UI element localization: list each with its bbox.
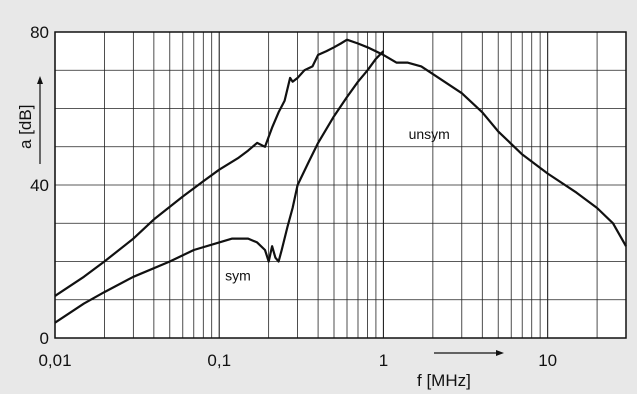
series-line-sym [54, 50, 385, 324]
y-axis-arrow [37, 76, 43, 164]
series-label: sym [225, 268, 251, 284]
series-labels: unsym sym [225, 126, 450, 284]
y-tick-label: 80 [30, 23, 49, 42]
plot-frame [54, 31, 627, 339]
x-tick-labels: 0,01 0,1 1 10 [38, 351, 557, 370]
x-axis-label: f [MHz] [417, 371, 471, 390]
y-tick-labels: 0 40 80 [30, 23, 49, 348]
x-axis-arrow [434, 350, 504, 356]
x-tick-label: 1 [379, 351, 388, 370]
y-axis-label: a [dB] [16, 105, 35, 149]
y-tick-label: 0 [40, 329, 49, 348]
x-tick-label: 0,1 [207, 351, 231, 370]
x-tick-label: 10 [538, 351, 557, 370]
series-layer [54, 38, 627, 324]
y-tick-label: 40 [30, 176, 49, 195]
x-tick-label: 0,01 [38, 351, 71, 370]
series-label: unsym [409, 126, 450, 142]
series-line-unsym [54, 38, 627, 297]
grid [54, 32, 627, 338]
